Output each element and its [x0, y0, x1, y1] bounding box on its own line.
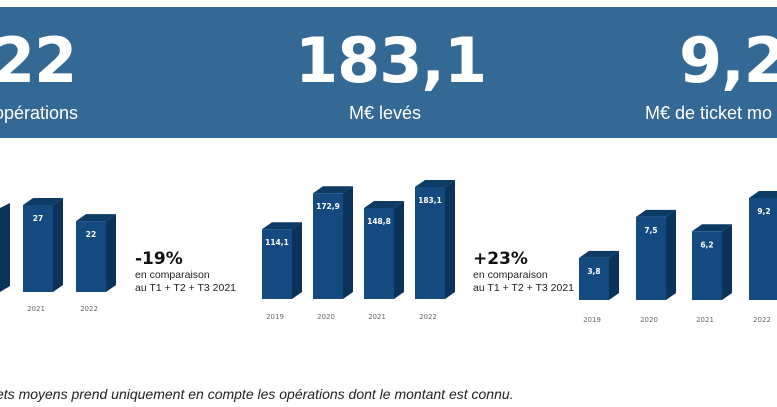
bar-value-label: 172,9: [316, 202, 340, 211]
x-tick-label: 2022: [753, 316, 771, 324]
bar-top: [23, 198, 63, 205]
bar-value-label: 183,1: [418, 196, 442, 205]
kpi-value: 183,1: [295, 24, 487, 97]
bar-top: [262, 222, 302, 230]
kpi-banner: [0, 7, 777, 138]
bar-value-label: 6,2: [700, 240, 713, 249]
comparison-text: en comparaison: [473, 269, 548, 281]
x-tick-label: 2021: [696, 316, 714, 324]
bar-side: [343, 186, 353, 299]
bar: [23, 205, 53, 292]
comparison-funds: +23% en comparaison au T1 + T2 + T3 2021: [473, 249, 574, 295]
bar-value-label: 27: [33, 214, 43, 223]
comparison-pct: -19%: [135, 249, 183, 269]
bar: [692, 231, 722, 300]
cut-off-bar: [0, 203, 10, 292]
bar-value-label: 114,1: [265, 238, 289, 247]
bar-value-label: 22: [86, 230, 96, 239]
bar: [749, 198, 777, 300]
bar-value-label: 3,8: [587, 267, 600, 276]
bar-top: [76, 214, 116, 222]
x-tick-label: 2021: [27, 305, 45, 313]
comparison-pct: +23%: [473, 249, 528, 269]
bar-side: [666, 209, 676, 300]
x-tick-label: 2020: [640, 316, 658, 324]
comparison-text: au T1 + T2 + T3 2021: [135, 282, 236, 294]
bar-side: [292, 222, 302, 299]
bar: [76, 221, 106, 292]
kpi-value: 9,2: [679, 24, 777, 97]
comparison-text: en comparaison: [135, 269, 210, 281]
bar: [262, 229, 292, 299]
bar-top: [313, 186, 353, 194]
kpi-value: 22: [0, 24, 77, 97]
comparison-operations: -19% en comparaison au T1 + T2 + T3 2021: [135, 249, 236, 295]
bar-value-label: 7,5: [644, 226, 657, 235]
kpi-label: M€ levés: [349, 103, 422, 123]
bar-top: [749, 191, 777, 198]
bar: [415, 187, 445, 299]
bar-top: [364, 200, 404, 208]
bar-side: [53, 198, 63, 292]
x-tick-label: 2019: [583, 316, 601, 324]
bar-top: [636, 209, 676, 217]
bar-top: [579, 250, 619, 258]
bar-side: [394, 200, 404, 299]
bar-side: [609, 250, 619, 300]
footnote: ets moyens prend uniquement en compte le…: [0, 386, 514, 402]
bar: [313, 193, 343, 299]
comparison-text: au T1 + T2 + T3 2021: [473, 282, 574, 294]
bar-side: [722, 224, 732, 300]
bar-side: [106, 214, 116, 292]
x-tick-label: 2020: [317, 313, 335, 321]
bar-value-label: 9,2: [757, 207, 770, 216]
bar-value-label: 148,8: [367, 217, 391, 226]
kpi-label: opérations: [0, 103, 79, 123]
x-tick-label: 2019: [266, 313, 284, 321]
bar: [364, 207, 394, 299]
bar: [636, 216, 666, 300]
x-tick-label: 2022: [419, 313, 437, 321]
bar-side: [445, 180, 455, 299]
bar-top: [415, 180, 455, 187]
x-tick-label: 2021: [368, 313, 386, 321]
x-tick-label: 2022: [80, 305, 98, 313]
kpi-label: M€ de ticket mo: [645, 103, 773, 123]
bar: [579, 257, 609, 300]
bar-top: [692, 224, 732, 232]
